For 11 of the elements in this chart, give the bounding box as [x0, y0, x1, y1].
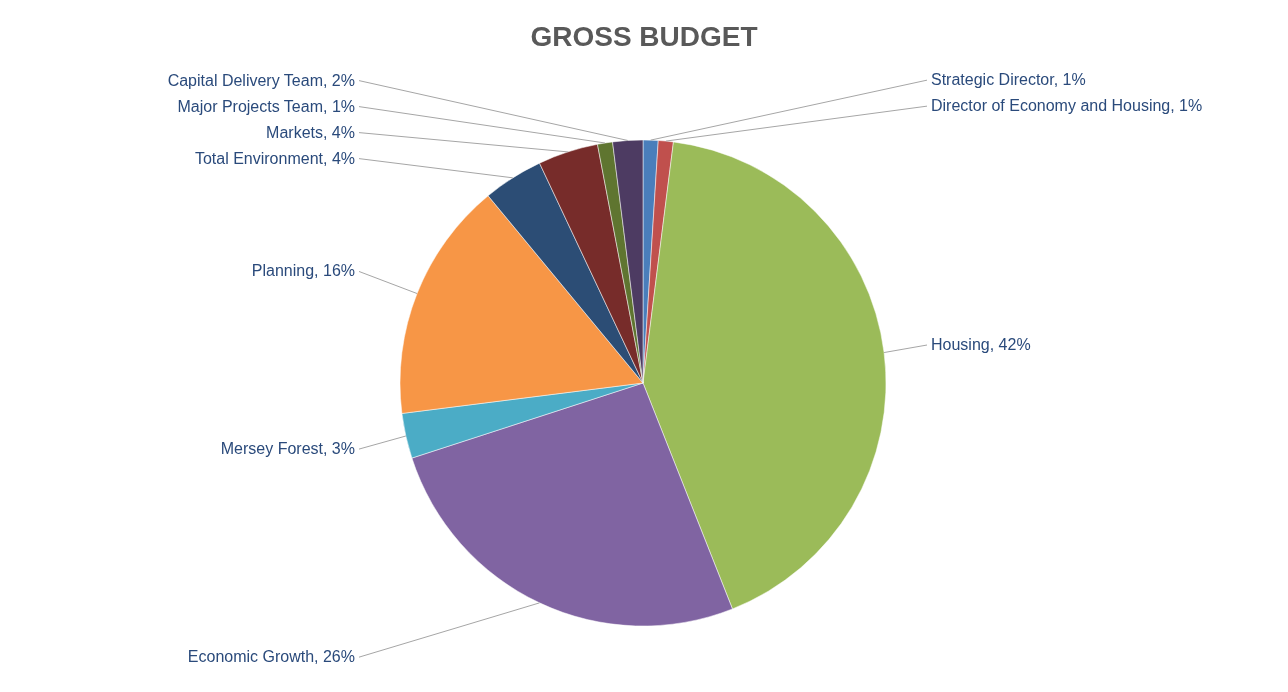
slice-label: Mersey Forest, 3% — [220, 440, 355, 458]
slice-label: Director of Economy and Housing, 1% — [931, 97, 1203, 115]
slice-label: Economic Growth, 26% — [187, 648, 355, 666]
chart-title: GROSS BUDGET — [530, 21, 758, 52]
slice-label: Planning, 16% — [251, 262, 355, 280]
slice-label: Markets, 4% — [266, 123, 355, 141]
slice-label: Strategic Director, 1% — [931, 71, 1086, 89]
slice-label: Capital Delivery Team, 2% — [167, 71, 355, 89]
slice-label: Major Projects Team, 1% — [177, 97, 355, 115]
slice-label: Housing, 42% — [931, 336, 1031, 354]
slice-label: Total Environment, 4% — [194, 149, 355, 167]
